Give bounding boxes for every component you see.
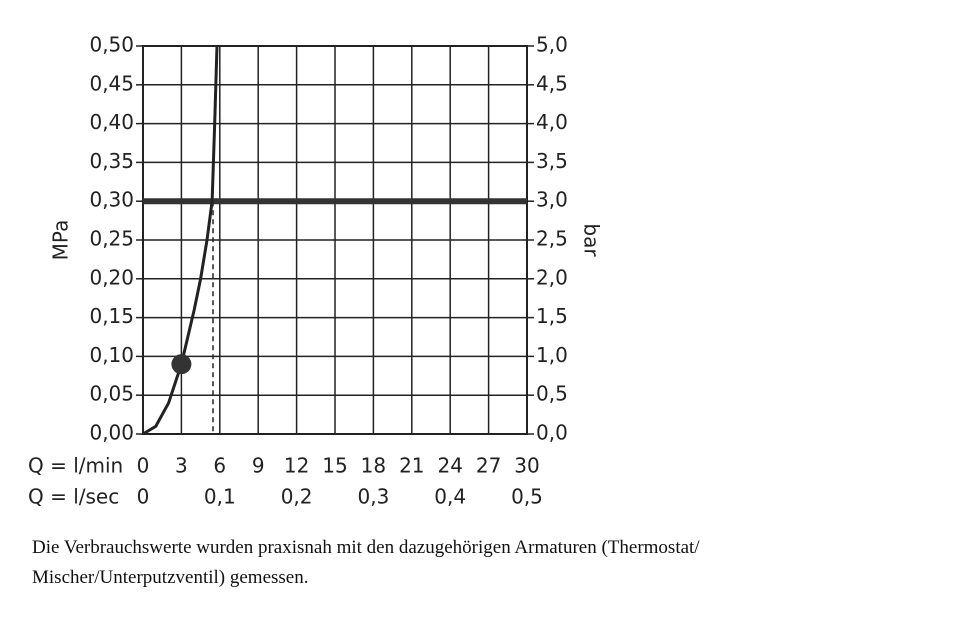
y-axis-title: MPa	[49, 220, 73, 261]
y-tick-label: 0,35	[89, 149, 134, 173]
y2-tick-label: 2,0	[536, 265, 568, 289]
x2-axis-title: Q = l/sec	[28, 485, 119, 509]
y-tick-label: 0,05	[89, 382, 134, 406]
y2-tick-label: 3,0	[536, 188, 568, 212]
x-tick-label: 24	[437, 454, 462, 478]
x-tick-label: 15	[322, 454, 347, 478]
y-tick-label: 0,10	[89, 343, 134, 367]
caption: Mischer/Unterputzventil) gemessen.	[32, 567, 308, 588]
y2-tick-label: 3,5	[536, 149, 568, 173]
x2-tick-label: 0	[137, 485, 150, 509]
x-tick-label: 21	[399, 454, 424, 478]
y-tick-label: 0,30	[89, 188, 134, 212]
y2-tick-label: 1,5	[536, 304, 568, 328]
x-tick-label: 12	[284, 454, 309, 478]
y-tick-label: 0,45	[89, 71, 134, 95]
x-tick-label: 6	[213, 454, 226, 478]
x-tick-label: 0	[137, 454, 150, 478]
y2-tick-label: 2,5	[536, 227, 568, 251]
caption: Die Verbrauchswerte wurden praxisnah mit…	[32, 537, 700, 558]
y2-axis-title: bar	[580, 223, 604, 257]
y-tick-label: 0,50	[89, 33, 134, 57]
x2-tick-label: 0,4	[434, 485, 466, 509]
x2-tick-label: 0,3	[357, 485, 389, 509]
y-tick-label: 0,20	[89, 265, 134, 289]
x-tick-label: 30	[514, 454, 539, 478]
x-tick-label: 18	[361, 454, 386, 478]
y2-tick-label: 1,0	[536, 343, 568, 367]
operating-point	[171, 354, 192, 375]
y2-tick-label: 4,0	[536, 110, 568, 134]
x-tick-label: 9	[252, 454, 265, 478]
y-tick-label: 0,40	[89, 110, 134, 134]
curve	[142, 45, 219, 436]
x2-tick-label: 0,2	[281, 485, 313, 509]
x2-tick-label: 0,5	[511, 485, 543, 509]
y2-tick-label: 4,5	[536, 71, 568, 95]
y-tick-label: 0,25	[89, 227, 134, 251]
y2-tick-label: 0,5	[536, 382, 568, 406]
y-tick-label: 0,15	[89, 304, 134, 328]
y2-tick-label: 0,0	[536, 421, 568, 445]
x-tick-label: 3	[175, 454, 188, 478]
x-axis-title: Q = l/min	[28, 454, 123, 478]
x-tick-label: 27	[476, 454, 501, 478]
y-tick-label: 0,00	[89, 421, 134, 445]
x2-tick-label: 0,1	[204, 485, 236, 509]
plot-frame	[142, 45, 528, 435]
y2-tick-label: 5,0	[536, 33, 568, 57]
